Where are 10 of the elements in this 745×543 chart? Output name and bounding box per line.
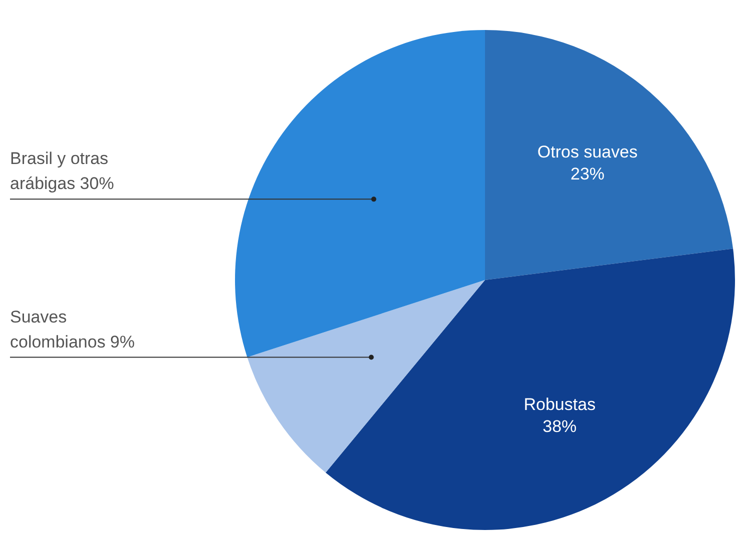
data-label: 38% — [542, 416, 577, 436]
data-label: 23% — [570, 164, 605, 184]
slice-label: Brasil y otras arábigas 30% — [10, 149, 114, 194]
pie-slice — [326, 248, 735, 530]
slice-label: Otros suaves — [537, 142, 638, 162]
slice-label: Suaves colombianos 9% — [10, 307, 135, 352]
pie-slice — [247, 280, 485, 473]
pie-slice — [235, 30, 485, 358]
pie-slice — [485, 30, 734, 280]
slice-label: Robustas — [524, 394, 596, 414]
